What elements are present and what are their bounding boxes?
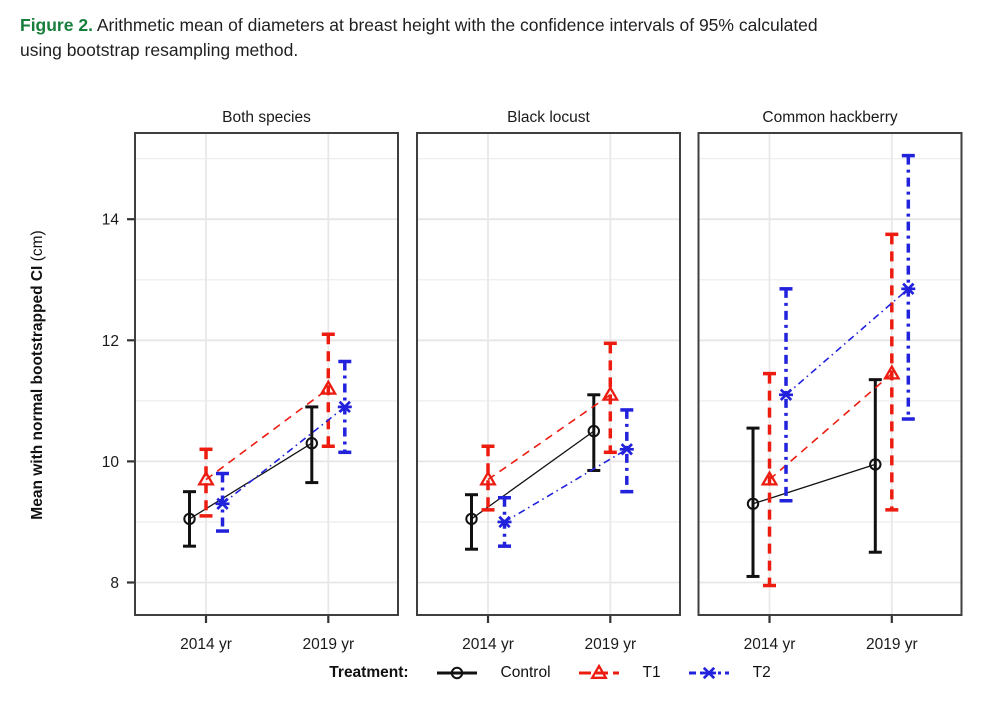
legend-key-t1-icon [578, 663, 619, 679]
panel-title: Black locust [507, 109, 590, 126]
series-line-control [752, 463, 876, 505]
legend-item-t2: T2 [687, 662, 771, 684]
x-tick-label: 2014 yr [744, 636, 796, 653]
marker-control [587, 424, 601, 438]
panel-border [134, 132, 399, 616]
y-tick-label: 10 [102, 454, 120, 471]
legend-label-t1: T1 [642, 664, 661, 681]
caption-line2: using bootstrap resampling method. [20, 40, 299, 60]
y-tick-label: 12 [102, 333, 119, 350]
panel-title: Common hackberry [762, 109, 897, 126]
legend: Treatment: Control T1 T2 [100, 658, 1000, 688]
marker-t1 [197, 470, 215, 486]
caption-line1: Arithmetic mean of diameters at breast h… [96, 15, 818, 35]
marker-control [183, 512, 196, 526]
legend-title: Treatment: [329, 664, 409, 681]
marker-t1 [479, 470, 497, 486]
figure-label: Figure 2. [20, 15, 93, 35]
marker-t1 [883, 364, 901, 380]
marker-t2 [497, 515, 512, 529]
series-line-t1 [487, 394, 611, 481]
legend-label-control: Control [500, 664, 551, 681]
marker-t2 [337, 400, 352, 414]
series-line-t2 [504, 448, 628, 523]
marker-t1 [601, 385, 620, 401]
marker-t2 [779, 388, 794, 401]
series-line-t1 [768, 372, 893, 481]
legend-label-t2: T2 [752, 664, 771, 681]
y-tick-label: 14 [102, 212, 120, 229]
legend-key-control-icon [436, 666, 477, 680]
marker-t2 [701, 666, 716, 680]
series-line-t2 [785, 288, 909, 396]
x-tick-label: 2019 yr [866, 636, 918, 653]
legend-item-t1: T1 [577, 662, 661, 684]
marker-control [746, 497, 760, 510]
panel-border [416, 132, 681, 616]
legend-key-t2-icon [688, 666, 729, 680]
y-tick-label: 8 [110, 575, 119, 592]
marker-t2 [215, 497, 230, 510]
marker-t2 [901, 282, 916, 295]
marker-t2 [619, 443, 634, 456]
panel-title: Both species [222, 109, 311, 126]
figure-caption: Figure 2. Arithmetic mean of diameters a… [20, 13, 980, 63]
x-tick-label: 2014 yr [462, 636, 514, 653]
series-line-t1 [205, 388, 329, 481]
marker-control [305, 437, 319, 450]
marker-t1 [760, 470, 779, 486]
legend-item-control: Control [435, 662, 551, 684]
x-tick-label: 2019 yr [302, 636, 354, 653]
marker-control [450, 666, 463, 680]
marker-control [869, 458, 882, 471]
series-line-t2 [222, 406, 346, 505]
marker-t1 [589, 663, 608, 679]
marker-control [465, 512, 478, 526]
panel-border [697, 132, 963, 616]
x-tick-label: 2019 yr [584, 636, 636, 653]
x-tick-label: 2014 yr [180, 636, 232, 653]
marker-t1 [319, 379, 338, 395]
series-line-control [471, 430, 595, 520]
